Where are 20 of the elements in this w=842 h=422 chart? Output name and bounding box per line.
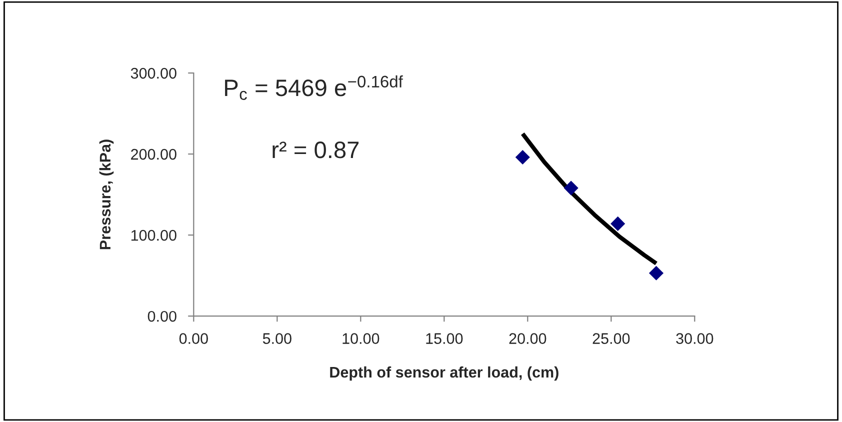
x-tick-label: 5.00	[262, 333, 292, 344]
point	[648, 266, 664, 280]
x-tick-label: 15.00	[426, 333, 463, 344]
y-axis-title: Pressure, (kPa)	[99, 140, 114, 250]
x-tick-label: 30.00	[676, 333, 714, 344]
annotation: r² = 0.87	[272, 142, 359, 158]
y-tick-label: 0.00	[148, 310, 176, 322]
annotation: P$_{c}$ = 5469 e$^{−0.16df}$	[225, 75, 403, 100]
point	[564, 180, 578, 196]
point	[610, 216, 626, 231]
x-tick-label: 0.00	[179, 333, 208, 344]
y-tick-label: 200.00	[131, 148, 176, 160]
x-axis-title: Depth of sensor after load, (cm)	[330, 366, 558, 381]
x-tick-label: 20.00	[509, 333, 546, 344]
point	[515, 150, 530, 165]
y-tick-label: 300.00	[130, 68, 176, 79]
line-series	[520, 132, 658, 266]
y-tick-label: 100.00	[131, 230, 176, 241]
x-tick-label: 10.00	[342, 333, 380, 344]
x-tick-label: 25.00	[592, 333, 630, 344]
